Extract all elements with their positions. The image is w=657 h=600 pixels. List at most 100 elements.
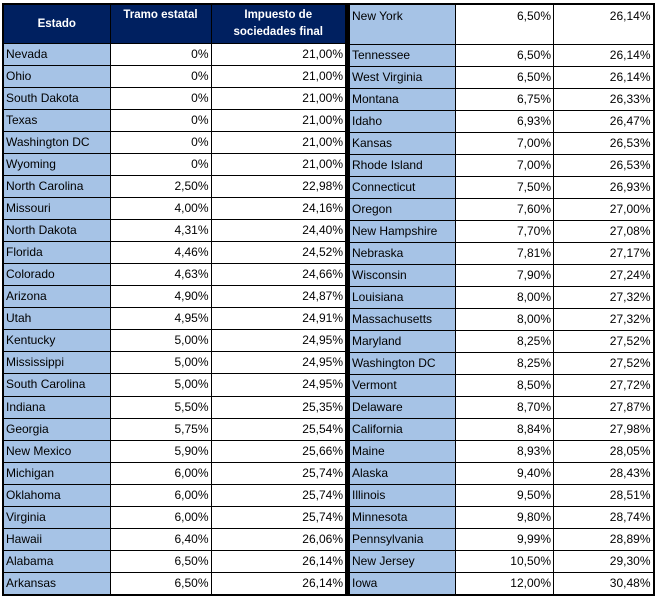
state-cell: Mississippi bbox=[2, 351, 111, 375]
state-rate-cell: 5,00% bbox=[109, 373, 212, 397]
state-cell: Washington DC bbox=[348, 352, 456, 375]
state-rate-cell: 8,93% bbox=[455, 440, 554, 463]
final-tax-cell: 21,00% bbox=[210, 131, 347, 155]
state-cell: California bbox=[348, 418, 456, 441]
state-rate-cell: 6,50% bbox=[455, 44, 554, 67]
state-rate-cell: 7,00% bbox=[455, 154, 554, 177]
state-cell: Oklahoma bbox=[2, 483, 111, 507]
final-tax-cell: 27,72% bbox=[553, 374, 654, 397]
state-cell: New Jersey bbox=[348, 550, 456, 573]
table-row: Iowa 12,00% 30,48% bbox=[348, 572, 654, 596]
table-row: North Carolina 2,50% 22,98% bbox=[2, 175, 347, 199]
left-table-body: Nevada 0% 21,00% Ohio 0% 21,00% South Dakota 0%… bbox=[2, 42, 347, 596]
state-cell: Michigan bbox=[2, 461, 111, 485]
final-tax-cell: 26,47% bbox=[553, 110, 654, 133]
state-rate-cell: 8,84% bbox=[455, 418, 554, 441]
state-rate-cell: 4,00% bbox=[109, 197, 212, 221]
state-cell: Idaho bbox=[348, 110, 456, 133]
state-cell: Colorado bbox=[2, 263, 111, 287]
table-row: Missouri 4,00% 24,16% bbox=[2, 197, 347, 221]
state-rate-cell: 5,75% bbox=[109, 417, 212, 441]
state-rate-cell: 5,00% bbox=[109, 329, 212, 353]
final-tax-cell: 26,33% bbox=[553, 88, 654, 111]
state-rate-cell: 2,50% bbox=[109, 175, 212, 199]
state-cell: Rhode Island bbox=[348, 154, 456, 177]
final-tax-cell: 28,43% bbox=[553, 462, 654, 485]
final-tax-cell: 21,00% bbox=[210, 87, 347, 111]
table-row: West Virginia 6,50% 26,14% bbox=[348, 66, 654, 89]
state-cell: West Virginia bbox=[348, 66, 456, 89]
state-cell: Hawaii bbox=[2, 527, 111, 551]
state-cell: Texas bbox=[2, 109, 111, 133]
final-tax-cell: 26,14% bbox=[210, 549, 347, 573]
final-tax-cell: 29,30% bbox=[553, 550, 654, 573]
final-tax-cell: 21,00% bbox=[210, 153, 347, 177]
state-rate-cell: 7,60% bbox=[455, 198, 554, 221]
table-row: New Hampshire 7,70% 27,08% bbox=[348, 220, 654, 243]
state-rate-cell: 9,40% bbox=[455, 462, 554, 485]
final-tax-cell: 26,53% bbox=[553, 154, 654, 177]
final-tax-cell: 24,95% bbox=[210, 373, 347, 397]
state-rate-cell: 12,00% bbox=[455, 572, 554, 596]
state-rate-cell: 7,81% bbox=[455, 242, 554, 265]
state-cell: Ohio bbox=[2, 65, 111, 89]
table-row: Alaska 9,40% 28,43% bbox=[348, 462, 654, 485]
final-tax-cell: 27,24% bbox=[553, 264, 654, 287]
final-tax-cell: 28,05% bbox=[553, 440, 654, 463]
final-tax-cell: 27,87% bbox=[553, 396, 654, 419]
final-tax-cell: 27,00% bbox=[553, 198, 654, 221]
final-tax-cell: 25,74% bbox=[210, 461, 347, 485]
table-row: South Carolina 5,00% 24,95% bbox=[2, 373, 347, 397]
final-tax-cell: 25,35% bbox=[210, 395, 347, 419]
final-tax-cell: 27,08% bbox=[553, 220, 654, 243]
state-cell: Missouri bbox=[2, 197, 111, 221]
table-row: New Jersey 10,50% 29,30% bbox=[348, 550, 654, 573]
final-tax-cell: 25,54% bbox=[210, 417, 347, 441]
state-cell: Florida bbox=[2, 241, 111, 265]
state-rate-cell: 4,46% bbox=[109, 241, 212, 265]
table-row: Wisconsin 7,90% 27,24% bbox=[348, 264, 654, 287]
final-tax-cell: 27,17% bbox=[553, 242, 654, 265]
state-rate-cell: 9,80% bbox=[455, 506, 554, 529]
state-rate-cell: 6,40% bbox=[109, 527, 212, 551]
state-cell: New Mexico bbox=[2, 439, 111, 463]
state-cell: Indiana bbox=[2, 395, 111, 419]
tax-table-right: New York 6,50% 26,14% Tennessee 6,50% 26,14% W… bbox=[347, 3, 655, 596]
table-row: New Mexico 5,90% 25,66% bbox=[2, 439, 347, 463]
table-row: Virginia 6,00% 25,74% bbox=[2, 505, 347, 529]
final-tax-cell: 25,74% bbox=[210, 505, 347, 529]
table-row: Massachusetts 8,00% 27,32% bbox=[348, 308, 654, 331]
state-cell: Washington DC bbox=[2, 131, 111, 155]
state-rate-cell: 4,90% bbox=[109, 285, 212, 309]
state-rate-cell: 5,00% bbox=[109, 351, 212, 375]
state-cell: Montana bbox=[348, 88, 456, 111]
final-tax-cell: 24,87% bbox=[210, 285, 347, 309]
state-cell: Arizona bbox=[2, 285, 111, 309]
final-tax-cell: 21,00% bbox=[210, 65, 347, 89]
state-rate-cell: 4,95% bbox=[109, 307, 212, 331]
final-tax-cell: 24,91% bbox=[210, 307, 347, 331]
final-tax-cell: 26,06% bbox=[210, 527, 347, 551]
state-cell: North Carolina bbox=[2, 175, 111, 199]
table-row: Rhode Island 7,00% 26,53% bbox=[348, 154, 654, 177]
state-rate-cell: 8,70% bbox=[455, 396, 554, 419]
state-rate-cell: 5,50% bbox=[109, 395, 212, 419]
state-cell: Iowa bbox=[348, 572, 456, 596]
table-row: Idaho 6,93% 26,47% bbox=[348, 110, 654, 133]
table-row: Maine 8,93% 28,05% bbox=[348, 440, 654, 463]
state-cell: Delaware bbox=[348, 396, 456, 419]
table-row: Delaware 8,70% 27,87% bbox=[348, 396, 654, 419]
table-row: Michigan 6,00% 25,74% bbox=[2, 461, 347, 485]
state-cell: Utah bbox=[2, 307, 111, 331]
state-cell: Virginia bbox=[2, 505, 111, 529]
state-rate-cell: 6,00% bbox=[109, 505, 212, 529]
state-cell: Arkansas bbox=[2, 571, 111, 596]
state-rate-cell: 7,50% bbox=[455, 176, 554, 199]
state-rate-cell: 8,25% bbox=[455, 352, 554, 375]
final-tax-cell: 24,52% bbox=[210, 241, 347, 265]
final-tax-cell: 27,98% bbox=[553, 418, 654, 441]
state-rate-cell: 9,50% bbox=[455, 484, 554, 507]
state-cell: Nevada bbox=[2, 42, 111, 67]
header-state: Estado bbox=[2, 3, 111, 44]
table-row: Alabama 6,50% 26,14% bbox=[2, 549, 347, 573]
